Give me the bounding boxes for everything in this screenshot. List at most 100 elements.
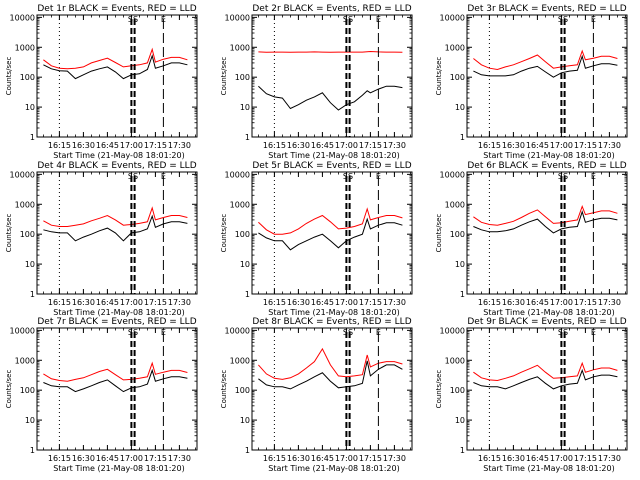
x-tick-label: 17:15	[574, 454, 597, 463]
detector-panel-8: 10000 1000 100 10 1 16:15 16:30 16:45 17:00 17:15…	[220, 317, 413, 473]
y-tick-label: 10000	[225, 326, 250, 335]
lld-series-line	[258, 50, 403, 53]
panel-title: Det 3r BLACK = Events, RED = LLD	[467, 4, 626, 14]
y-tick-label: 1	[245, 446, 250, 455]
x-tick-label: 17:30	[168, 141, 191, 150]
y-tick-label: 10	[240, 416, 250, 425]
marker-label-e: E	[376, 328, 381, 337]
x-tick-label: 17:00	[120, 298, 143, 307]
x-tick-label: 17:00	[335, 141, 358, 150]
x-axis-label: Start Time (21-May-08 18:01:20)	[268, 308, 399, 317]
panel-title: Det 6r BLACK = Events, RED = LLD	[467, 161, 626, 171]
y-tick-label: 1000	[230, 200, 250, 209]
x-tick-label: 17:15	[144, 298, 167, 307]
marker-label-ss: SS	[128, 15, 138, 24]
x-axis-label: Start Time (21-May-08 18:01:20)	[53, 151, 184, 160]
marker-label-ss: SS	[128, 328, 138, 337]
marker-label-ss: SS	[558, 328, 568, 337]
plot-frame	[466, 327, 628, 451]
y-axis-label: Counts/sec	[220, 214, 228, 253]
y-tick-label: 1	[30, 290, 35, 299]
detector-panel-5: 10000 1000 100 10 1 16:15 16:30 16:45 17:00 17:15…	[220, 161, 413, 317]
x-axis-label: Start Time (21-May-08 18:01:20)	[53, 464, 184, 473]
x-tick-label: 17:30	[598, 298, 621, 307]
x-tick-label: 16:15	[478, 141, 501, 150]
plot-frame	[466, 14, 628, 138]
y-tick-label: 10000	[440, 170, 465, 179]
y-tick-label: 10000	[10, 13, 35, 22]
y-tick-label: 10	[455, 416, 465, 425]
x-tick-label: 17:00	[120, 454, 143, 463]
y-tick-label: 10	[455, 260, 465, 269]
y-axis-label: Counts/sec	[435, 57, 443, 96]
x-tick-label: 17:30	[383, 298, 406, 307]
x-tick-label: 16:30	[72, 298, 95, 307]
y-tick-label: 10	[240, 103, 250, 112]
detector-panel-9: 10000 1000 100 10 1 16:15 16:30 16:45 17:00 17:15…	[435, 317, 628, 473]
x-tick-label: 17:30	[168, 454, 191, 463]
panel-title: Det 8r BLACK = Events, RED = LLD	[252, 317, 411, 327]
y-tick-label: 100	[450, 230, 465, 239]
lld-series-line	[473, 49, 618, 71]
x-tick-label: 17:15	[574, 298, 597, 307]
y-axis-label: Counts/sec	[5, 57, 13, 96]
x-tick-label: 17:00	[120, 141, 143, 150]
events-series-line	[473, 368, 618, 390]
y-tick-label: 1	[460, 133, 465, 142]
detector-panel-2: 10000 1000 100 10 1 16:15 16:30 16:45 17:00 17:15…	[220, 4, 413, 160]
x-tick-label: 16:30	[72, 454, 95, 463]
x-axis-label: Start Time (21-May-08 18:01:20)	[483, 151, 614, 160]
x-tick-label: 16:30	[287, 141, 310, 150]
x-tick-label: 16:45	[311, 454, 334, 463]
x-tick-label: 16:15	[263, 454, 286, 463]
y-tick-label: 100	[450, 73, 465, 82]
panel-title: Det 9r BLACK = Events, RED = LLD	[467, 317, 626, 327]
x-tick-label: 16:30	[502, 141, 525, 150]
lld-series-line	[43, 361, 188, 382]
x-axis-label: Start Time (21-May-08 18:01:20)	[268, 151, 399, 160]
y-axis-label: Counts/sec	[220, 370, 228, 409]
x-tick-label: 17:00	[550, 298, 573, 307]
x-tick-label: 17:15	[574, 141, 597, 150]
x-tick-label: 17:30	[383, 454, 406, 463]
y-tick-label: 1	[245, 133, 250, 142]
x-tick-label: 17:15	[144, 141, 167, 150]
y-tick-label: 1000	[445, 200, 465, 209]
y-axis-label: Counts/sec	[5, 370, 13, 409]
x-tick-label: 16:45	[96, 141, 119, 150]
y-tick-label: 1	[30, 446, 35, 455]
y-tick-label: 1	[460, 290, 465, 299]
y-tick-label: 100	[235, 230, 250, 239]
x-tick-label: 17:15	[359, 298, 382, 307]
x-tick-label: 16:15	[263, 298, 286, 307]
y-tick-label: 10	[25, 103, 35, 112]
x-tick-label: 17:15	[359, 454, 382, 463]
y-tick-label: 1000	[15, 356, 35, 365]
x-tick-label: 16:15	[478, 298, 501, 307]
panel-title: Det 4r BLACK = Events, RED = LLD	[37, 161, 196, 171]
plot-frame	[36, 327, 198, 451]
panel-title: Det 1r BLACK = Events, RED = LLD	[37, 4, 196, 14]
marker-label-e: E	[161, 15, 166, 24]
plot-frame	[466, 171, 628, 295]
y-tick-label: 1000	[445, 356, 465, 365]
x-tick-label: 17:30	[168, 298, 191, 307]
x-tick-label: 16:30	[72, 141, 95, 150]
plot-frame	[251, 171, 413, 295]
y-tick-label: 1000	[445, 43, 465, 52]
x-tick-label: 16:15	[48, 454, 71, 463]
x-tick-label: 17:15	[144, 454, 167, 463]
lld-series-line	[43, 47, 188, 70]
x-tick-label: 16:45	[96, 298, 119, 307]
marker-label-ss: SS	[343, 15, 353, 24]
y-tick-label: 10000	[10, 170, 35, 179]
x-tick-label: 16:45	[311, 298, 334, 307]
marker-label-ss: SS	[128, 172, 138, 181]
x-tick-label: 17:00	[335, 298, 358, 307]
y-tick-label: 1	[460, 446, 465, 455]
y-axis-label: Counts/sec	[220, 57, 228, 96]
lld-series-line	[43, 206, 188, 227]
y-tick-label: 10	[25, 260, 35, 269]
x-tick-label: 17:30	[383, 141, 406, 150]
y-tick-label: 100	[20, 386, 35, 395]
